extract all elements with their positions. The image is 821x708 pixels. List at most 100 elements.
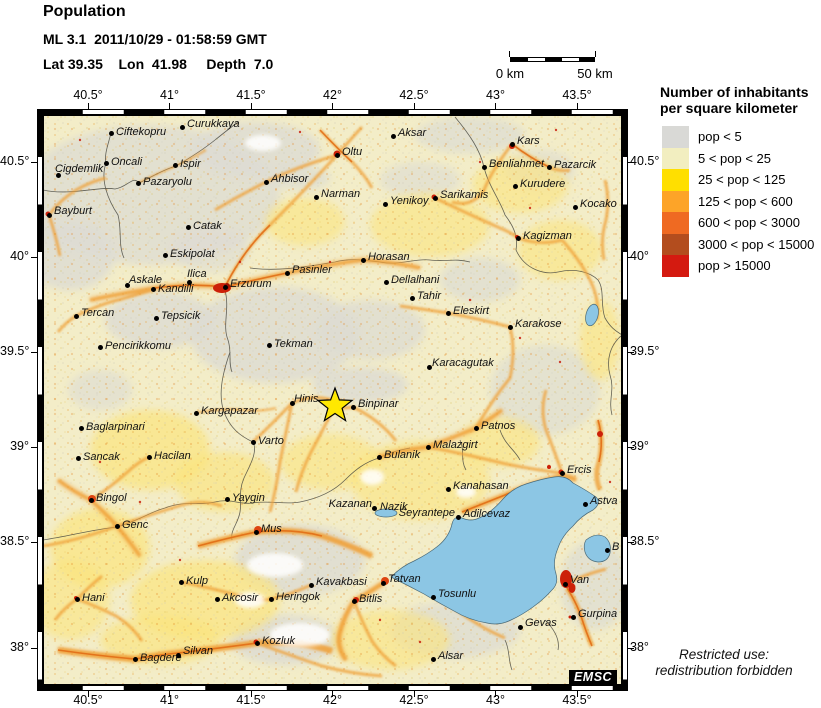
city-dot bbox=[172, 162, 178, 168]
lat-tick bbox=[31, 541, 37, 543]
city-label: Kocako bbox=[580, 198, 617, 210]
lon-label-bottom: 42.5° bbox=[399, 693, 429, 707]
lat-tick bbox=[31, 161, 37, 163]
city-dot bbox=[114, 523, 120, 529]
city-dot bbox=[75, 455, 81, 461]
city-label: Akcosir bbox=[222, 592, 259, 604]
city-label: Kurudere bbox=[520, 178, 566, 190]
city-label: Askale bbox=[129, 274, 163, 286]
lon-label-top: 41.5° bbox=[236, 88, 266, 102]
city-label: Hinis bbox=[294, 393, 319, 405]
legend-items: pop < 5 5 < pop < 25 25 < pop < 125 125 < p… bbox=[662, 126, 814, 277]
lon-label-bottom: 42° bbox=[323, 693, 342, 707]
city-dot bbox=[73, 313, 79, 319]
legend-swatch-4 bbox=[662, 212, 689, 234]
city-dot bbox=[509, 141, 515, 147]
restricted-use-notice: Restricted use: redistribution forbidden bbox=[630, 647, 818, 679]
lon-tick bbox=[495, 691, 496, 697]
city-label: Karakose bbox=[515, 318, 562, 330]
city-dot bbox=[124, 282, 130, 288]
lon-label-bottom: 41.5° bbox=[236, 693, 266, 707]
legend-row: 5 < pop < 25 bbox=[662, 147, 814, 169]
lon-tick bbox=[250, 691, 252, 697]
legend-swatch-0 bbox=[662, 126, 689, 148]
city-dot bbox=[103, 160, 109, 166]
restricted-line1: Restricted use: bbox=[678, 647, 770, 662]
lon-tick bbox=[495, 103, 496, 109]
city-dot bbox=[334, 152, 340, 158]
city-label: Erzurum bbox=[230, 278, 272, 290]
legend-row: 3000 < pop < 15000 bbox=[662, 233, 814, 255]
lon-label-top: 41° bbox=[160, 88, 179, 102]
city-label: Varto bbox=[258, 435, 284, 447]
lon-tick bbox=[413, 691, 415, 697]
legend-swatch-1 bbox=[662, 147, 689, 169]
city-dot bbox=[153, 315, 159, 321]
city-dot bbox=[382, 201, 388, 207]
city-label: Kozluk bbox=[262, 635, 296, 647]
restricted-line2: redistribution forbidden bbox=[655, 663, 793, 678]
city-dot bbox=[268, 596, 274, 602]
lon-tick bbox=[332, 103, 333, 109]
page-title: Population bbox=[43, 3, 126, 20]
city-label: Bingol bbox=[96, 492, 127, 504]
city-label: Oltu bbox=[342, 146, 363, 158]
city-label: Seyrantepe bbox=[398, 507, 455, 519]
lat-label-right: 38° bbox=[630, 640, 649, 654]
lat-label-right: 38.5° bbox=[630, 534, 660, 548]
city-dot bbox=[266, 342, 272, 348]
map-frame-top bbox=[37, 109, 628, 115]
city-label: Malazgirt bbox=[433, 439, 478, 451]
legend-label: 5 < pop < 25 bbox=[698, 150, 772, 166]
legend-title-line2: per square kilometer bbox=[660, 100, 798, 116]
city-dot bbox=[108, 130, 114, 136]
scale-bar-left-tick bbox=[509, 51, 510, 57]
city-layer: Ciftekopru Curukkaya Oncali Cigdemlik Ispir P… bbox=[43, 115, 622, 685]
lat-tick bbox=[31, 256, 37, 258]
city-dot bbox=[78, 425, 84, 431]
city-dot bbox=[360, 257, 366, 263]
city-label: Benliahmet bbox=[489, 158, 545, 170]
legend-label: pop > 15000 bbox=[698, 258, 771, 274]
lat-label-left: 38.5° bbox=[0, 534, 30, 548]
city-dot bbox=[473, 425, 479, 431]
city-label: Alsar bbox=[438, 650, 464, 662]
city-dot bbox=[97, 344, 103, 350]
lat-tick bbox=[628, 541, 634, 543]
city-label: Cigdemlik bbox=[55, 163, 104, 175]
city-dot bbox=[445, 310, 451, 316]
lon-label-top: 43.5° bbox=[562, 88, 592, 102]
lat-tick bbox=[628, 256, 634, 258]
city-label: Kanahasan bbox=[453, 480, 509, 492]
city-dot bbox=[371, 505, 377, 511]
city-dot bbox=[254, 640, 260, 646]
lon-label-top: 40.5° bbox=[73, 88, 103, 102]
city-label: Sancak bbox=[83, 451, 120, 463]
lon-label-bottom: 40.5° bbox=[73, 693, 103, 707]
city-label: Patnos bbox=[481, 420, 516, 432]
city-dot bbox=[224, 496, 230, 502]
city-label: Tosunlu bbox=[438, 588, 477, 600]
lat-tick bbox=[628, 351, 634, 353]
city-label: Oncali bbox=[111, 156, 143, 168]
city-label: Bagdere bbox=[140, 652, 182, 664]
city-label: Astva bbox=[590, 495, 618, 507]
city-label: Kagizman bbox=[523, 230, 572, 242]
city-dot bbox=[350, 404, 356, 410]
lon-tick bbox=[413, 103, 415, 109]
lon-tick bbox=[169, 103, 170, 109]
city-label: Adilcevaz bbox=[463, 508, 511, 520]
city-label: Binpinar bbox=[358, 398, 399, 410]
city-label: Bulanik bbox=[384, 449, 421, 461]
city-dot bbox=[432, 195, 438, 201]
legend-row: pop < 5 bbox=[662, 126, 814, 148]
city-label: Heringok bbox=[276, 591, 321, 603]
city-label: Yaygin bbox=[232, 492, 265, 504]
city-dot bbox=[604, 547, 610, 553]
city-label: Gurpina bbox=[578, 608, 618, 620]
city-dot bbox=[376, 454, 382, 460]
city-dot bbox=[425, 444, 431, 450]
city-dot bbox=[289, 400, 295, 406]
legend-title-line1: Number of inhabitants bbox=[660, 84, 809, 100]
city-dot bbox=[146, 454, 152, 460]
